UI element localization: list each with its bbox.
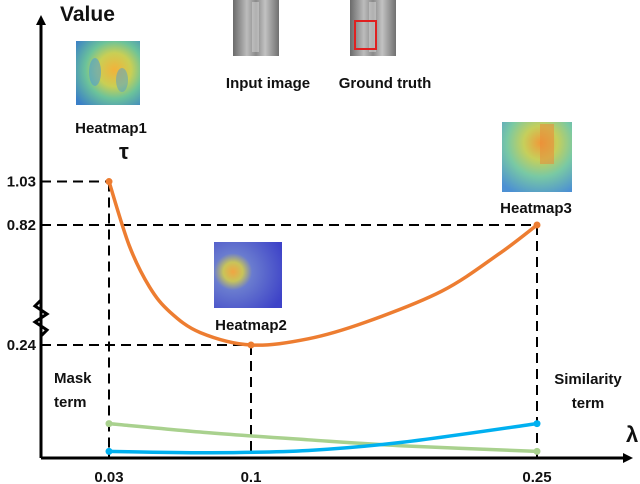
- x-tick-label: 0.03: [94, 469, 123, 484]
- ground-truth-box: [354, 20, 377, 50]
- y-axis-label: Value: [60, 3, 115, 26]
- x-ticks: 0.03 0.1 0.25: [94, 469, 551, 484]
- series-label-similarity-term: Similarity term: [554, 371, 622, 412]
- series-tau-point: [105, 178, 113, 186]
- maskLabel-line-1: term: [54, 394, 87, 411]
- guide-lines: [41, 180, 538, 458]
- heatmap1-label: Heatmap1: [75, 120, 147, 137]
- heatmap3-image: [502, 122, 572, 192]
- series-group: [105, 178, 541, 455]
- series-label-mask-term: Mask term: [54, 370, 92, 411]
- y-ticks: 0.24 0.82 1.03: [7, 174, 37, 354]
- simLabel-line-1: term: [572, 395, 605, 412]
- series-mask-term-line: [107, 421, 539, 454]
- input-image-caption: Input image: [226, 75, 310, 92]
- y-tick-label: 0.82: [7, 217, 36, 234]
- heatmap1-image: [76, 41, 140, 105]
- series-tau-line: [107, 179, 539, 347]
- series-tau-point: [533, 221, 541, 229]
- x-tick-label: 0.25: [522, 469, 551, 484]
- series-similarity-term-point: [105, 447, 113, 455]
- series-similarity-term-point: [533, 420, 541, 428]
- ground-truth-caption: Ground truth: [339, 75, 431, 92]
- x-axis-label: λ: [626, 422, 638, 447]
- y-axis-line: [32, 15, 50, 458]
- y-tick-label: 1.03: [7, 174, 36, 191]
- heatmap2-image: [214, 242, 282, 308]
- maskLabel-line-0: Mask: [54, 370, 92, 387]
- x-tick-label: 0.1: [241, 469, 262, 484]
- series-tau-point: [247, 341, 255, 349]
- input-image: [233, 0, 279, 56]
- simLabel-line-0: Similarity: [554, 371, 622, 388]
- series-mask-term-point: [533, 447, 541, 455]
- series-label-tau: τ: [119, 139, 129, 164]
- y-tick-label: 0.24: [7, 337, 37, 354]
- heatmap3-label: Heatmap3: [500, 200, 572, 217]
- heatmap2-label: Heatmap2: [215, 317, 287, 334]
- series-mask-term-point: [105, 420, 113, 428]
- series-similarity-term-line: [107, 421, 539, 455]
- ground-truth-image: [350, 0, 396, 56]
